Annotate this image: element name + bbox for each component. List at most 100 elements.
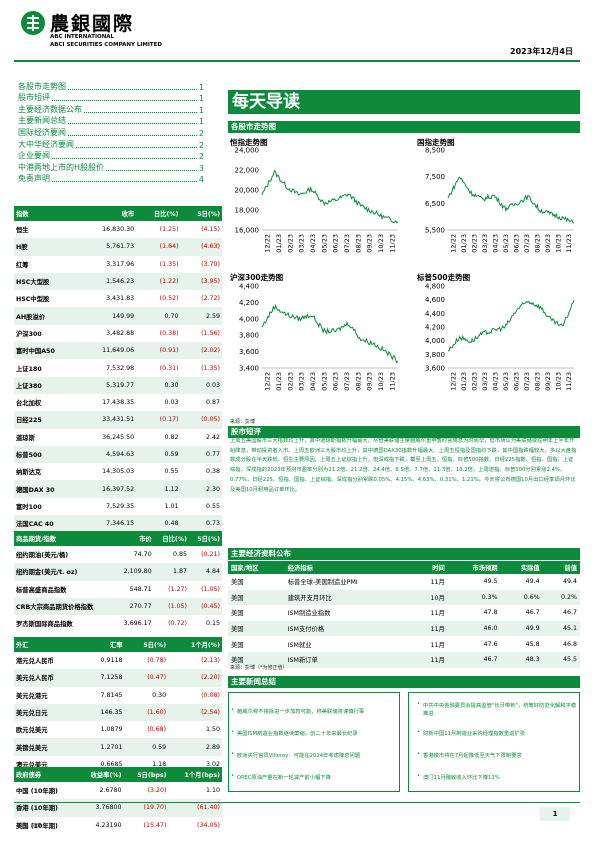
y-tick-label: 3,800 <box>239 332 259 340</box>
sp500-line-chart: 4,800 4,600 4,400 4,200 4,000 3,800 3,600 12/22… <box>425 283 575 391</box>
column-header: 收益率(%) <box>76 767 124 782</box>
table-cell: 11月 <box>430 579 445 587</box>
table-cell: (3.70) <box>201 260 220 268</box>
y-tick-label: 4,200 <box>425 324 445 332</box>
table-cell: 74.70 <box>133 551 152 559</box>
x-tick-label: 08/23 <box>354 234 362 253</box>
table-cell: (1.60) <box>124 703 169 722</box>
table-cell: (0.52) <box>159 295 179 303</box>
table-header-row: 指数 收市 日比(%) 5日(%) <box>14 206 222 221</box>
table-row: 美国 ISM新订单 11月 46.7 48.3 45.5 <box>228 651 580 668</box>
y-tick-label: 4,800 <box>425 283 445 291</box>
table-row: 澳元兑美元 0.6685 1.18 3.02 <box>14 756 222 773</box>
column-header: 5日(bps) <box>123 767 169 782</box>
toc-item[interactable]: 股市短评 1 <box>18 93 204 104</box>
table-row: 美国 建筑开支月环比 10月 0.3% 0.6% 0.2% <box>228 589 580 606</box>
y-tick-label: 4,000 <box>425 337 445 345</box>
table-cell: 1.18 <box>152 760 167 768</box>
toc-item[interactable]: 企业要闻 2 <box>18 151 204 162</box>
table-cell: 0.59 <box>136 445 181 464</box>
toc-item[interactable]: 大中华经济要闻 2 <box>18 139 204 150</box>
table-cell: 5,319.77 <box>80 376 137 394</box>
news-item[interactable]: 欧洲央行官员Villeroy：可能在2024年考虑降息问题 <box>231 751 360 759</box>
table-cell: (3.95) <box>180 272 222 291</box>
table-cell: (1.27) <box>168 585 187 593</box>
toc-item[interactable]: 国际经济要闻 2 <box>18 127 204 138</box>
row-label: 纽约期金(美元/t. oz) <box>14 563 115 581</box>
table-cell: (15.47) <box>143 821 167 829</box>
news-item[interactable]: OPEC原油产量在新一轮减产前小幅下降 <box>231 773 331 781</box>
table-header-row: 政府债券 收益率(%) 5日(bps) 1个月(bps) <box>14 767 222 782</box>
table-cell: (0.68) <box>147 726 167 734</box>
table-cell: (61.40) <box>168 799 222 817</box>
row-label: H股 <box>14 238 81 256</box>
brand-name-cn: 農銀國際 <box>50 13 135 35</box>
bond-table: 政府债券 收益率(%) 5日(bps) 1个月(bps) 中国 (10年期) 2.6780… <box>14 767 222 834</box>
news-item[interactable]: 中共中央金融委员会提高监管"长牙带刺"，统筹好防范化解和平稳推进 <box>417 701 577 717</box>
y-tick-label: 4,000 <box>239 315 259 323</box>
toc-item[interactable]: 各股市走势图 1 <box>18 81 204 92</box>
row-label: 上证380 <box>14 376 81 394</box>
table-row: 红筹 3,317.96 (1.35) (3.70) <box>14 256 222 273</box>
toc-item[interactable]: 中港两地上市的H股股价 3 <box>18 162 204 173</box>
table-row: 欧元兑美元 1.0879 (0.68) 1.50 <box>14 721 222 738</box>
column-header: 指数 <box>14 206 81 221</box>
table-cell: ISM就业 <box>287 641 312 649</box>
series-line <box>261 169 399 224</box>
y-tick-label: 22,000 <box>235 167 260 175</box>
table-cell: 0.30 <box>136 376 181 394</box>
x-tick-label: 05/23 <box>502 234 510 253</box>
table-cell: 3.76800 <box>76 799 124 817</box>
abc-logo-icon <box>21 11 45 35</box>
table-row: 富时中国A50 11,649.06 (0.91) (2.02) <box>14 342 222 360</box>
x-tick-label: 10/23 <box>377 372 385 391</box>
news-item[interactable]: 财新中国11月制造业采购经理指数重返扩张 <box>417 729 525 737</box>
fx-table: 外汇 汇率 5日(%) 1个月(%) 港元兑人民币 0.9118 (0.78) (2.13) 美… <box>14 637 222 773</box>
toc-item[interactable]: 主要经济数据公布 1 <box>18 104 204 115</box>
econ-section-title: 主要经济资料公布 <box>228 548 580 560</box>
y-tick-label: 4,600 <box>425 296 445 304</box>
table-cell: 47.6 <box>483 640 498 648</box>
table-row: 富时100 7,529.35 1.01 0.55 <box>14 498 222 515</box>
toc-item[interactable]: 主要新闻总结 1 <box>18 116 204 127</box>
row-label: 中国 (10年期) <box>16 788 58 796</box>
x-tick-label: 09/23 <box>544 372 552 391</box>
table-cell: 0.77 <box>180 445 222 464</box>
x-tick-label: 04/23 <box>309 372 317 391</box>
news-item[interactable]: 澳门11月赌收收入环比下降13% <box>417 773 500 781</box>
toc-item[interactable]: 免责声明 4 <box>18 174 204 185</box>
table-cell: (1.64) <box>136 238 181 256</box>
y-tick-label: 3,800 <box>425 351 445 359</box>
news-item[interactable]: 鲍威尔称不排除进一步加息可能，称美联储将谨慎行事 <box>231 707 364 715</box>
table-cell: (1.35) <box>159 260 179 268</box>
table-cell: (1.05) <box>201 585 220 593</box>
x-tick-label: 01/23 <box>460 234 468 253</box>
table-cell: 0.38 <box>205 468 220 476</box>
table-cell: 149.99 <box>80 307 137 325</box>
econ-source-note: 来源：彭博（*为修正值） <box>230 665 288 671</box>
x-tick-label: 10/23 <box>554 234 562 253</box>
row-label: 富时100 <box>16 503 42 511</box>
row-label: 台北加权 <box>16 400 42 408</box>
table-cell: 33,431.51 <box>80 411 137 429</box>
table-cell: 4.23190 <box>95 821 122 829</box>
row-label: 美元兑港元 <box>16 692 48 700</box>
table-cell: 46.7 <box>562 609 577 617</box>
table-row: 美国 ISM制造业指数 11月 47.8 46.7 46.7 <box>228 605 580 621</box>
row-label: 德国DAX 30 <box>14 480 81 498</box>
x-tick-label: 05/23 <box>320 372 328 391</box>
table-row: 台北加权 17,438.35 0.03 0.87 <box>14 394 222 411</box>
row-label: HSC大型股 <box>14 272 81 291</box>
table-cell: (1.05) <box>153 597 189 616</box>
x-tick-label: 02/23 <box>286 372 294 391</box>
table-cell: 548.71 <box>129 585 152 593</box>
x-tick-label: 12/22 <box>264 234 272 253</box>
chart-source-note: 来源：彭博 <box>230 419 256 425</box>
table-cell: 3,482.88 <box>106 329 135 337</box>
table-cell: 4,594.63 <box>80 445 137 464</box>
table-cell: (0.31) <box>159 364 179 372</box>
table-row: H股 5,761.73 (1.64) (4.63) <box>14 238 222 256</box>
news-item[interactable]: 香港楼市将在7月起降低至天气下限制要求 <box>417 751 522 759</box>
news-item[interactable]: 美国ISM制造业指数继续萎缩，创二十年来最长纪录 <box>231 729 358 737</box>
table-cell: 7,346.15 <box>80 515 137 533</box>
